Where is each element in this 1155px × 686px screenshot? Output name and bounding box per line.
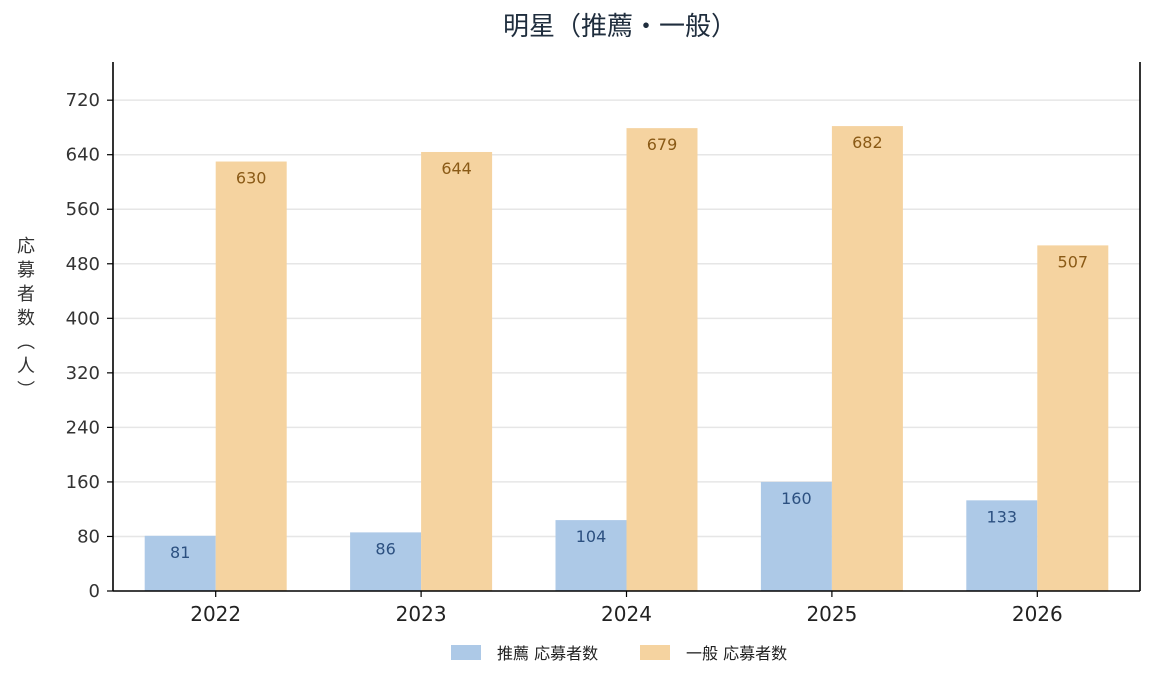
bar-ippan-2022 [215,161,287,591]
x-tick-label: 2022 [190,602,241,626]
y-tick-label: 240 [66,417,100,438]
y-tick-label: 160 [66,472,100,493]
y-axis-label-char: 応 [17,236,35,257]
y-tick-label: 480 [66,254,100,275]
x-tick-label: 2025 [806,602,857,626]
chart-title: 明星（推薦・一般） [503,12,737,42]
data-label: 133 [987,507,1018,526]
bar-suisen-2026 [966,500,1038,591]
y-tick-label: 640 [66,145,100,166]
legend-swatch [640,645,670,660]
y-tick-label: 720 [66,90,100,111]
bar-suisen-2024 [555,520,627,591]
y-tick-label: 80 [77,526,100,547]
legend-label: 一般 応募者数 [686,644,787,663]
y-tick-label: 0 [89,581,100,602]
data-label: 630 [236,169,267,188]
x-tick-label: 2024 [601,602,652,626]
y-axis-label: 応募者数 （ 人 ） [14,236,35,398]
data-label: 81 [170,543,190,562]
y-axis-label-char: 募 [17,260,35,281]
data-label: 86 [375,539,395,558]
data-label: 104 [576,527,607,546]
x-tick-label: 2026 [1012,602,1063,626]
data-label: 682 [852,133,883,152]
y-axis-label-char: ） [14,380,35,398]
legend: 推薦 応募者数 一般 応募者数 [451,644,787,663]
data-label: 160 [781,489,812,508]
y-tick-label: 560 [66,199,100,220]
bar-suisen-2025 [760,481,832,591]
bar-ippan-2023 [421,151,493,591]
x-tick-label: 2023 [396,602,447,626]
y-tick-label: 400 [66,308,100,329]
y-axis-label-char: 人 [17,356,35,377]
data-label: 507 [1058,252,1089,271]
bars: 81 630 86 644 104 679 160 682 133 507 [144,126,1109,592]
bar-ippan-2025 [831,126,903,591]
data-label: 679 [647,135,678,154]
bar-ippan-2026 [1037,245,1109,592]
bar-ippan-2024 [626,128,698,591]
bar-suisen-2022 [144,535,216,591]
bar-suisen-2023 [350,532,422,591]
y-tick-labels: 0 80 160 240 320 400 480 560 640 720 [66,90,113,602]
y-tick-label: 320 [66,363,100,384]
y-axis-label-char: （ [14,332,35,350]
y-axis-label-char: 数 [17,308,35,329]
legend-label: 推薦 応募者数 [497,644,598,663]
y-axis-label-char: 者 [17,284,35,305]
x-tick-labels: 2022 2023 2024 2025 2026 [190,591,1063,626]
legend-swatch [451,645,481,660]
data-label: 644 [441,159,472,178]
